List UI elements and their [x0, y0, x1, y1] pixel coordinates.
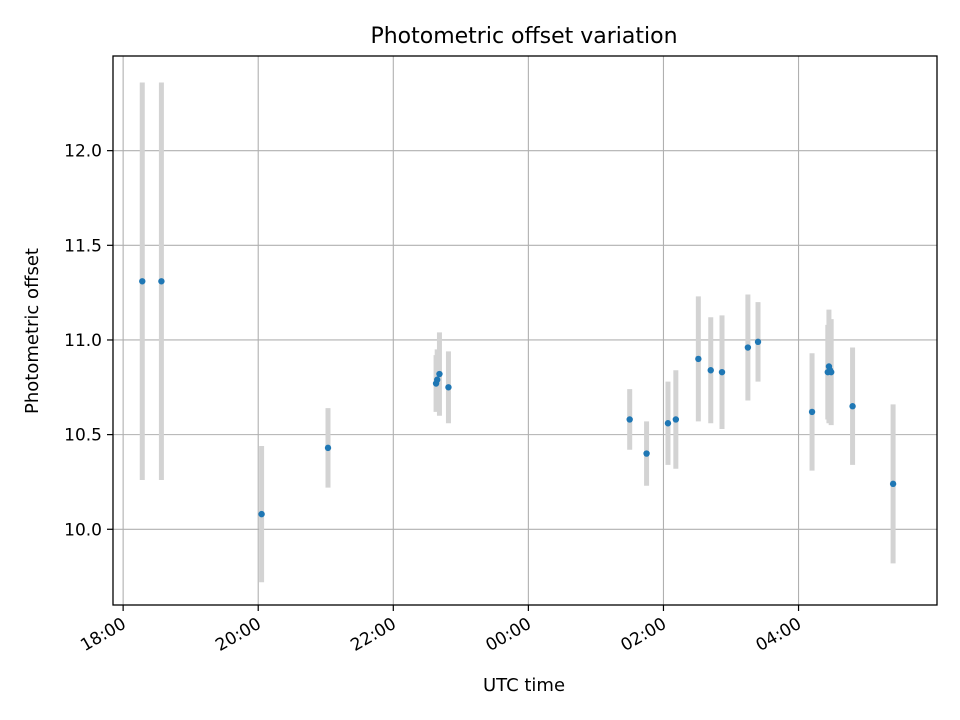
data-point: [827, 368, 835, 376]
plot-frame: [112, 55, 938, 606]
y-tick-label: 11.0: [64, 331, 102, 351]
x-axis: 18:00 20:00 22:00 00:00 02:00 04:00: [77, 605, 805, 656]
error-bars: [139, 82, 896, 583]
data-point: [849, 403, 856, 410]
data-point: [889, 480, 897, 488]
data-point: [258, 510, 265, 518]
x-tick-label: 02:00: [618, 614, 670, 656]
data-point: [707, 367, 714, 374]
data-point: [445, 384, 452, 391]
data-point: [664, 420, 672, 427]
x-tick-label: 00:00: [482, 614, 534, 656]
y-tick-label: 10.0: [64, 520, 102, 540]
x-tick-label: 22:00: [347, 614, 399, 656]
y-tick-label: 10.5: [64, 426, 102, 446]
y-axis: 10.0 10.5 11.0 11.5 12.0: [64, 142, 113, 540]
data-point: [695, 355, 702, 363]
y-tick-label: 11.5: [64, 236, 102, 256]
data-point: [626, 416, 633, 423]
data-point: [754, 338, 762, 346]
data-point: [643, 450, 650, 457]
data-point: [718, 368, 726, 376]
x-axis-label: UTC time: [483, 675, 565, 696]
data-point: [433, 376, 441, 383]
x-tick-label: 18:00: [77, 614, 129, 656]
grid: [113, 56, 937, 605]
y-axis-label: Photometric offset: [22, 248, 43, 414]
x-tick-label: 20:00: [212, 614, 264, 656]
data-point: [324, 444, 332, 452]
chart-title: Photometric offset variation: [370, 24, 677, 49]
x-tick-label: 04:00: [753, 614, 805, 656]
data-point: [744, 344, 752, 351]
data-point: [158, 278, 165, 285]
data-point: [808, 408, 816, 416]
data-point: [139, 278, 146, 285]
data-point: [672, 416, 680, 423]
data-points: [139, 278, 897, 518]
data-point: [436, 370, 443, 378]
y-tick-label: 12.0: [64, 142, 102, 162]
